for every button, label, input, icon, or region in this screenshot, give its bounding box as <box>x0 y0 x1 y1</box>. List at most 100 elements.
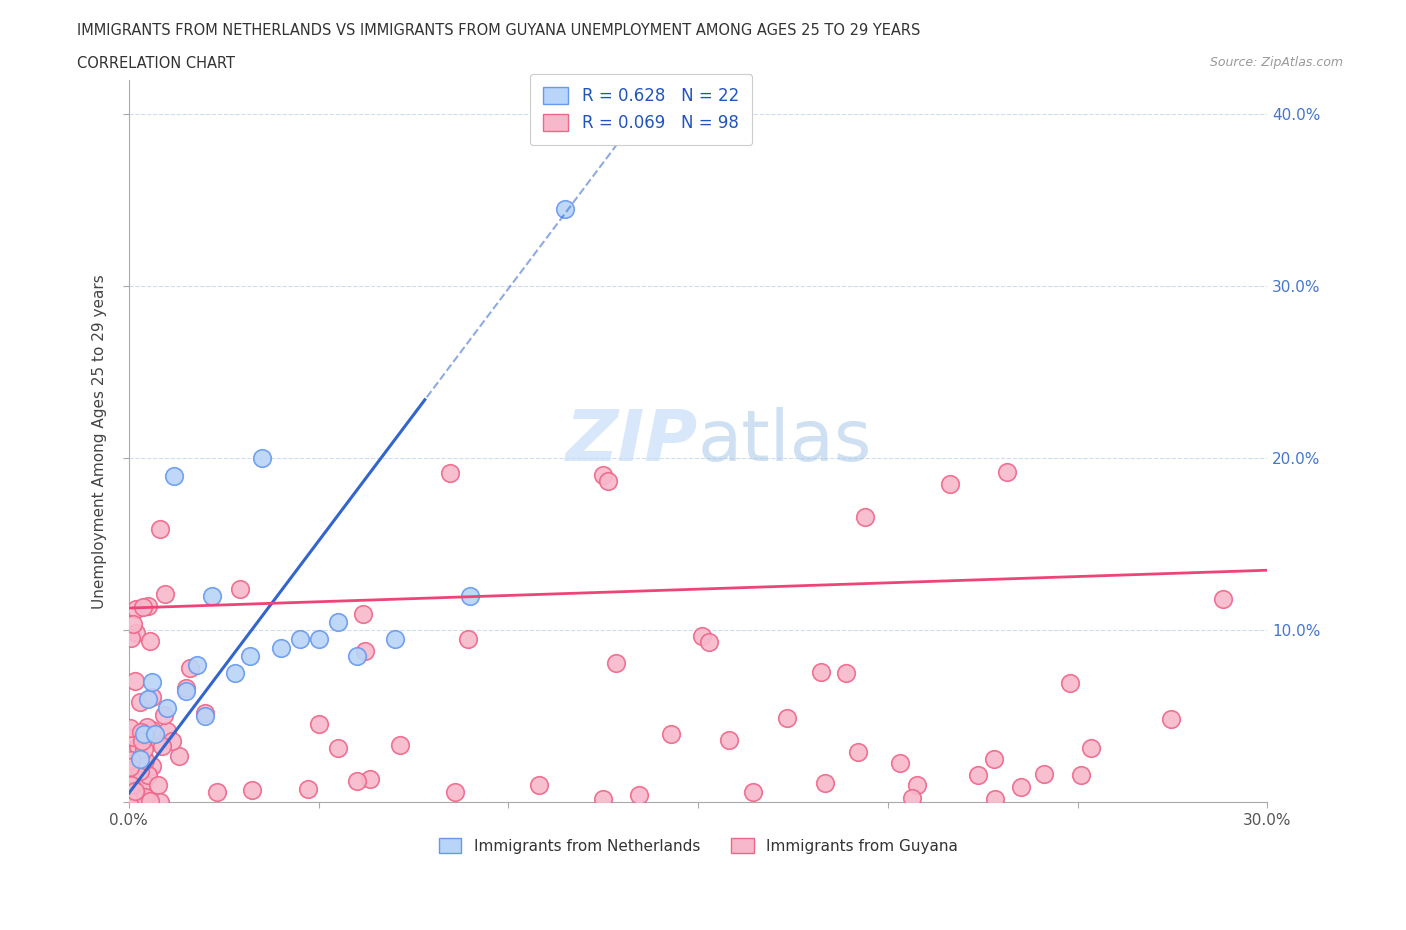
Point <box>810 664 832 679</box>
Point <box>120 777 142 792</box>
Point <box>118 760 141 775</box>
Y-axis label: Unemployment Among Ages 25 to 29 years: Unemployment Among Ages 25 to 29 years <box>93 273 107 608</box>
Point <box>201 589 224 604</box>
Point <box>118 721 141 736</box>
Point <box>354 644 377 658</box>
Point <box>122 617 145 631</box>
Point <box>239 649 262 664</box>
Point <box>359 772 381 787</box>
Point <box>174 681 197 696</box>
Point <box>141 674 163 689</box>
Point <box>149 521 172 536</box>
Point <box>179 660 201 675</box>
Point <box>129 724 152 739</box>
Point <box>240 783 263 798</box>
Point <box>124 783 146 798</box>
Point <box>457 631 479 646</box>
Point <box>605 656 627 671</box>
Point <box>131 771 153 786</box>
Point <box>776 711 799 725</box>
Point <box>134 729 156 744</box>
Point <box>120 786 142 801</box>
Point <box>938 476 960 491</box>
Text: atlas: atlas <box>699 406 873 476</box>
Point <box>659 727 682 742</box>
Point <box>592 792 614 807</box>
Point <box>120 631 142 645</box>
Point <box>134 790 156 804</box>
Point <box>128 695 150 710</box>
Point <box>141 723 163 737</box>
Point <box>1160 711 1182 726</box>
Point <box>352 606 374 621</box>
Point <box>132 726 155 741</box>
Point <box>121 767 143 782</box>
Point <box>308 717 330 732</box>
Point <box>596 473 619 488</box>
Point <box>984 791 1007 806</box>
Point <box>742 785 765 800</box>
Point <box>135 720 157 735</box>
Point <box>156 724 179 738</box>
Point <box>326 615 349 630</box>
Point <box>163 468 186 483</box>
Point <box>326 740 349 755</box>
Point <box>139 794 162 809</box>
Point <box>205 784 228 799</box>
Legend: Immigrants from Netherlands, Immigrants from Guyana: Immigrants from Netherlands, Immigrants … <box>433 831 963 859</box>
Point <box>814 776 837 790</box>
Point <box>128 793 150 808</box>
Point <box>389 738 412 753</box>
Point <box>132 741 155 756</box>
Point <box>131 734 153 749</box>
Point <box>627 787 650 802</box>
Point <box>250 451 273 466</box>
Point <box>134 752 156 767</box>
Point <box>297 781 319 796</box>
Point <box>889 755 911 770</box>
Point <box>967 767 990 782</box>
Point <box>527 777 550 792</box>
Text: CORRELATION CHART: CORRELATION CHART <box>77 56 235 71</box>
Point <box>905 777 928 792</box>
Point <box>167 749 190 764</box>
Point <box>139 633 162 648</box>
Point <box>853 510 876 525</box>
Point <box>124 776 146 790</box>
Point <box>460 589 482 604</box>
Point <box>444 785 467 800</box>
Point <box>153 587 176 602</box>
Point <box>1032 766 1054 781</box>
Point <box>983 751 1005 766</box>
Point <box>131 600 153 615</box>
Point <box>308 631 330 646</box>
Text: Source: ZipAtlas.com: Source: ZipAtlas.com <box>1209 56 1343 69</box>
Point <box>1070 768 1092 783</box>
Point <box>120 752 142 767</box>
Point <box>229 582 252 597</box>
Point <box>846 745 869 760</box>
Point <box>1212 591 1234 606</box>
Point <box>270 640 292 655</box>
Point <box>194 706 217 721</box>
Point <box>162 734 184 749</box>
Point <box>125 626 148 641</box>
Point <box>384 631 406 646</box>
Point <box>141 759 163 774</box>
Point <box>1080 741 1102 756</box>
Point <box>346 774 368 789</box>
Point <box>121 748 143 763</box>
Point <box>1059 675 1081 690</box>
Point <box>835 666 858 681</box>
Point <box>554 202 576 217</box>
Text: ZIP: ZIP <box>565 406 699 476</box>
Point <box>995 464 1018 479</box>
Point <box>148 777 170 792</box>
Point <box>145 726 167 741</box>
Point <box>901 790 924 805</box>
Point <box>136 692 159 707</box>
Point <box>129 787 152 802</box>
Point <box>149 795 172 810</box>
Point <box>186 658 208 672</box>
Point <box>174 684 197 698</box>
